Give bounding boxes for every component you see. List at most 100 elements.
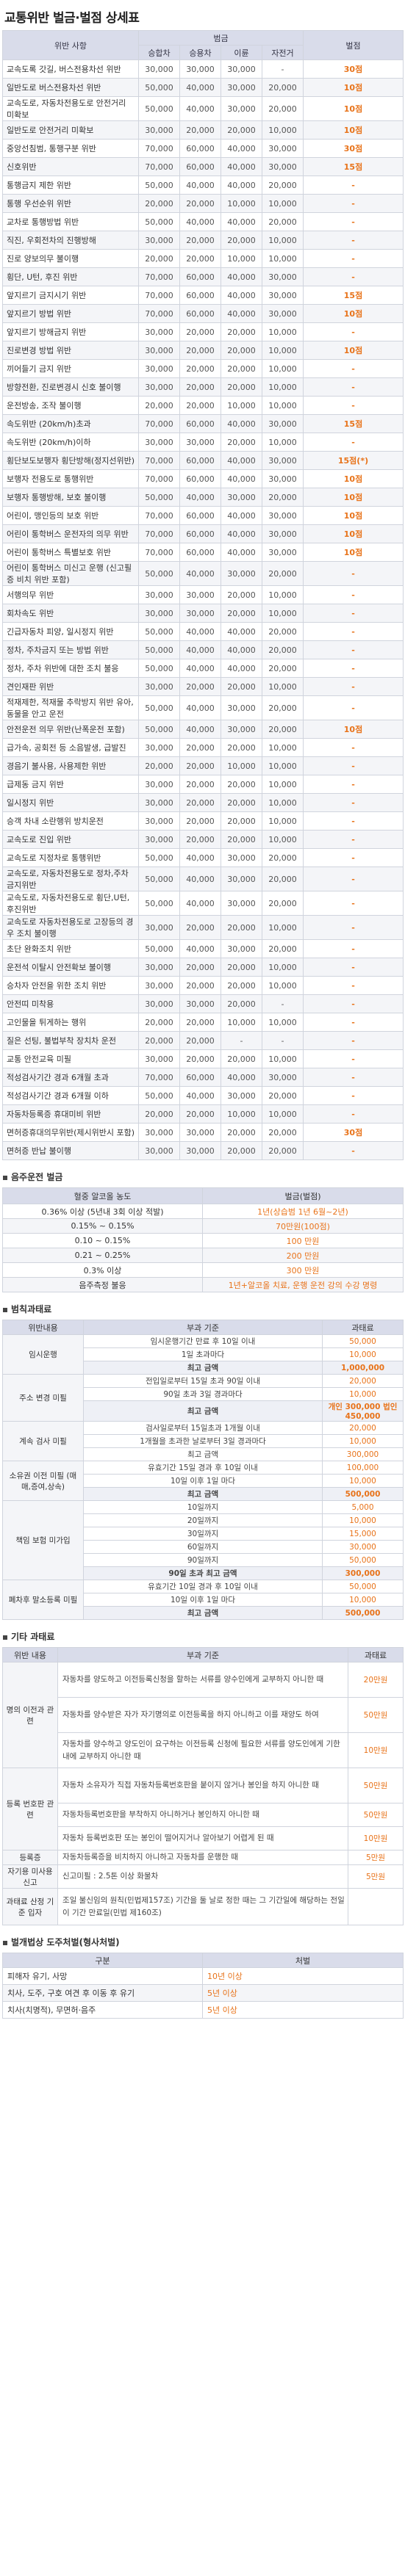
category-cell: 과태료 산정 기준 입자 [2,1888,58,1925]
table-row: 급가속, 공회전 등 소음발생, 급발진 30,000 20,000 20,000 10… [2,738,404,757]
fine-cell: 10,000 [262,396,304,415]
fine-cell: 20,000 [179,1104,221,1124]
fine-cell: 20,000 [221,585,262,604]
criteria-cell: 자동차등록번호판을 부착하지 아니하거나 봉인하지 아니한 때 [57,1803,348,1827]
fine-cell: 30,000 [179,585,221,604]
amount-cell: 50,000 [322,1334,404,1348]
fine-cell: 40,000 [179,866,221,891]
fine-cell: 20,000 [138,249,180,268]
fine-cell: 30,000 [179,1141,221,1160]
fine-cell: 40,000 [179,96,221,121]
table-row: 0.15% ~ 0.15% 70만원(100점) [2,1218,404,1234]
points-cell: - [303,194,404,213]
violation-cell: 승객 차내 소란행위 방치운전 [2,811,139,831]
fine-cell: 30,000 [262,157,304,176]
table-row: 등록증 자동차등록증을 비치하지 아니하고 자동차를 운행한 때 5만원 [2,1850,404,1865]
fine-cell: 50,000 [138,640,180,659]
fine-cell: 10,000 [221,1104,262,1124]
fine-cell: 40,000 [221,659,262,678]
amount-cell: 50,000 [322,1553,404,1567]
fine-cell: 20,000 [179,120,221,140]
drunk-table: 혈중 알코올 농도 벌금(벌점) 0.36% 이상 (5년내 3회 이상 적발)… [2,1187,404,1292]
criteria-cell: 자동차를 양도하고 이전등록신청을 할하는 서류를 양수인에게 교부하지 아니한… [57,1662,348,1698]
header-cycle: 자전거 [262,45,304,60]
fine-cell: 70,000 [138,469,180,488]
header-level: 혈중 알코올 농도 [2,1187,203,1204]
table-row: 회차속도 위반 30,000 30,000 20,000 10,000- [2,604,404,623]
other-table: 위반 내용 부과 기준 과태료 명의 이전과 관련 자동차를 양도하고 이전등록신… [2,1647,404,1925]
violation-cell: 신호위반 [2,157,139,176]
amount-cell: 10,000 [322,1347,404,1361]
fine-cell: 50,000 [138,561,180,586]
fine-cell: 30,000 [262,267,304,286]
fine-cell: 10,000 [262,359,304,378]
points-cell: - [303,793,404,812]
fine-cell: 20,000 [179,915,221,940]
points-cell: - [303,866,404,891]
table-row: 승차자 안전을 위한 조치 위반 30,000 20,000 20,000 10,000… [2,976,404,995]
fine-cell: 30,000 [138,59,180,79]
fine-cell: 10,000 [262,976,304,995]
table-row: 고인물을 튀게하는 행위 20,000 20,000 10,000 10,000- [2,1013,404,1032]
fine-cell: 30,000 [179,1123,221,1142]
violation-cell: 속도위반 (20km/h)초과 [2,414,139,433]
criteria-cell: 30일까지 [83,1527,323,1541]
fine-cell: 20,000 [221,120,262,140]
fine-cell: 20,000 [221,915,262,940]
violation-cell: 직진, 우회전차의 진행방해 [2,231,139,250]
table-row: 20일까지 10,000 [3,1513,404,1527]
violation-cell: 긴급자동차 피양, 일시정지 위반 [2,622,139,641]
fine-cell: 30,000 [262,506,304,525]
bullet-square-icon [3,1307,7,1312]
category-cell: 폐차후 말소등록 미필 [2,1580,84,1620]
amount-cell: 300,000 [322,1447,404,1461]
fine-cell: 20,000 [221,994,262,1013]
table-row: 소유권 이전 미필 (매매,증여,상속) 유효기간 15일 경과 후 10일 이내… [2,1461,404,1501]
fine-cell: 20,000 [262,848,304,867]
points-cell: - [303,249,404,268]
table-row: 자동차 등록번호판 또는 봉인이 떨어지거나 알아보기 어렵게 된 때 10만원 [3,1826,404,1850]
fine-cell: 20,000 [221,830,262,849]
level-cell: 0.10 ~ 0.15% [2,1233,203,1248]
violation-cell: 중앙선침범, 통행구분 위반 [2,139,139,158]
violation-cell: 급제동 금지 위반 [2,775,139,794]
table-row: 안전띠 미착용 30,000 30,000 20,000- - [2,994,404,1013]
fine-cell: 30,000 [221,1086,262,1105]
fine-cell: 40,000 [179,488,221,507]
fine-cell: 10,000 [262,811,304,831]
fine-cell: 30,000 [221,488,262,507]
violation-cell: 적재제한, 적재물 추락방지 위반 유아, 동물을 안고 운전 [2,695,139,720]
criteria-cell: 유효기간 15일 경과 후 10일 이내 [83,1461,323,1475]
points-cell: - [303,677,404,696]
fine-cell: 70,000 [138,543,180,562]
amount-cell: 30,000 [322,1540,404,1554]
fine-cell: 20,000 [262,78,304,97]
fine-cell: 30,000 [138,231,180,250]
criteria-cell: 전입일로부터 15일 초과 90일 이내 [83,1374,323,1388]
amount-cell: 50,000 [322,1580,404,1593]
criteria-cell: 검사일로부터 15일초과 1개월 이내 [83,1421,323,1435]
fine-cell: 40,000 [179,212,221,231]
fine-cell: 60,000 [179,543,221,562]
fine-cell: 30,000 [262,414,304,433]
points-cell: - [303,958,404,977]
table-row: 최고 금액 500,000 [3,1487,404,1501]
fine-cell: 50,000 [138,78,180,97]
violation-cell: 어린이 통학버스 운전자의 의무 위반 [2,524,139,543]
level-cell: 0.21 ~ 0.25% [2,1248,203,1263]
drunk-fine-cell: 300 만원 [202,1262,404,1278]
violation-cell: 적성검사기간 경과 6개월 초과 [2,1068,139,1087]
fine-cell: 70,000 [138,157,180,176]
amount-cell: 500,000 [322,1606,404,1620]
fine-cell: 40,000 [179,78,221,97]
points-cell: 10점 [303,524,404,543]
table-row: 앞지르기 금지시기 위반 70,000 60,000 40,000 30,000 15점 [2,286,404,305]
header-fine: 범금 [138,30,304,46]
fine-cell: 30,000 [221,866,262,891]
fine-cell: 50,000 [138,695,180,720]
fine-cell: 30,000 [138,359,180,378]
table-row: 등록 번호판 관련 자동차 소유자가 직접 자동차등록번호판을 붙이지 않거나 봉… [2,1768,404,1850]
fine-cell: 30,000 [221,695,262,720]
amount-cell: 5만원 [348,1864,404,1889]
fine-cell: 20,000 [221,341,262,360]
